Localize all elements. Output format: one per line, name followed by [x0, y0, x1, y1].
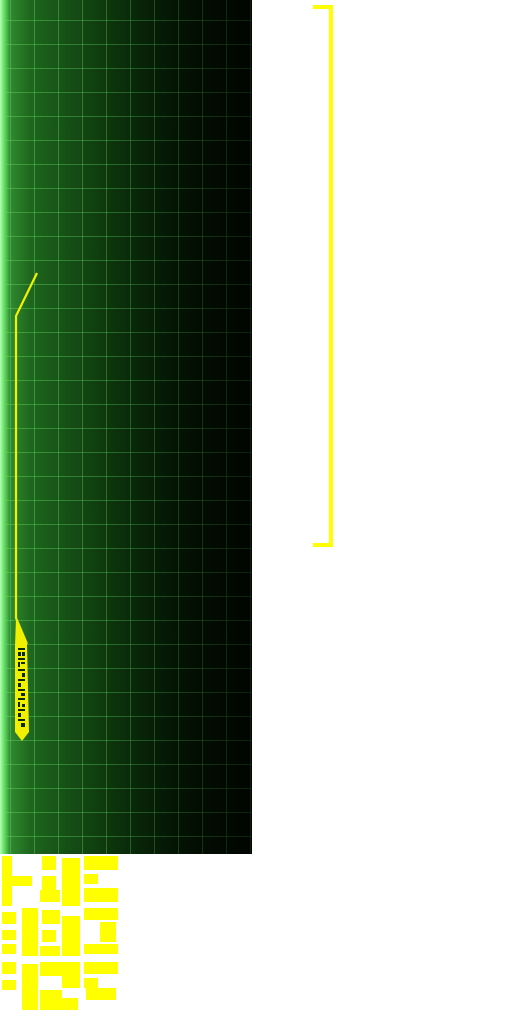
bracket-icon	[313, 5, 333, 547]
glyph-sprite-icon	[2, 856, 118, 1010]
hud-grid-shade	[0, 0, 252, 854]
hud-radar-panel	[0, 0, 252, 854]
callout-line-icon	[14, 272, 38, 741]
hud-edge-glow	[0, 0, 10, 854]
callout-tag-glyphs	[18, 648, 25, 727]
